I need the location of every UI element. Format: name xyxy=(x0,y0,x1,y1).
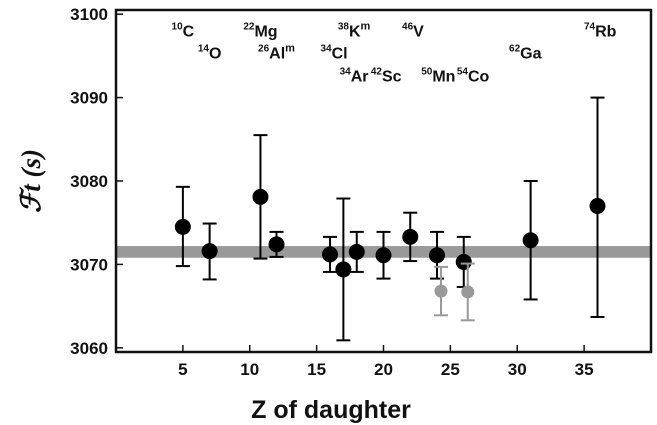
nuclide-symbol: Sc xyxy=(382,69,402,86)
y-axis-title: ℱt (s) xyxy=(16,149,46,213)
data-point xyxy=(460,262,475,322)
x-tick-label: 20 xyxy=(374,360,393,379)
y-tick-label: 3070 xyxy=(70,255,108,274)
nuclide-mass: 42 xyxy=(371,67,383,78)
data-point xyxy=(268,230,285,258)
x-tick-label: 5 xyxy=(178,360,187,379)
nuclide-symbol: Ga xyxy=(520,45,541,62)
nuclide-label: 34Cl xyxy=(320,43,347,62)
data-point xyxy=(429,230,445,280)
nuclide-symbol: Rb xyxy=(595,24,617,41)
nuclide-label: 50Mn xyxy=(421,67,455,86)
nuclide-label: 38Km xyxy=(338,21,371,41)
nuclide-mass: 50 xyxy=(421,67,433,78)
data-point xyxy=(252,134,269,260)
marker-dot xyxy=(335,261,352,278)
data-point xyxy=(348,230,365,273)
nuclide-symbol: Cl xyxy=(332,45,348,62)
x-tick-label: 15 xyxy=(307,360,326,379)
nuclide-mass: 14 xyxy=(198,43,210,54)
marker-dot xyxy=(434,284,448,298)
data-point xyxy=(335,197,352,342)
plot-frame xyxy=(114,8,653,354)
nuclide-symbol: C xyxy=(183,24,195,41)
nuclide-symbol: K xyxy=(349,24,361,41)
data-point xyxy=(434,265,449,317)
data-point xyxy=(322,235,338,273)
nuclide-isomer: m xyxy=(361,21,371,33)
nuclide-mass: 46 xyxy=(402,22,414,33)
marker-dot xyxy=(268,236,285,253)
marker-dot xyxy=(201,243,218,260)
nuclide-mass: 38 xyxy=(338,22,350,33)
nuclide-symbol: Ar xyxy=(351,69,369,86)
marker-dot xyxy=(348,243,365,260)
nuclide-mass: 22 xyxy=(243,22,255,33)
x-axis-title: Z of daughter xyxy=(251,396,411,424)
data-point xyxy=(455,235,472,288)
marker-dot xyxy=(429,247,445,264)
marker-dot xyxy=(589,198,606,215)
marker-dot xyxy=(455,253,472,270)
nuclide-label: 14O xyxy=(198,43,222,62)
nuclide-symbol: V xyxy=(413,24,424,41)
y-tick-label: 3080 xyxy=(70,172,108,191)
nuclide-symbol: Mn xyxy=(432,69,455,86)
marker-dot xyxy=(322,246,338,263)
axes: 5 10 15 20 25 30 35 3060 3070 3080 3090 3100 xyxy=(70,5,593,379)
marker-dot xyxy=(174,218,191,235)
x-tick-label: 30 xyxy=(508,360,527,379)
y-tick-label: 3100 xyxy=(70,5,108,24)
x-tick-label: 10 xyxy=(240,360,259,379)
nuclide-label: 26Alm xyxy=(258,42,295,62)
data-point xyxy=(522,180,539,301)
nuclide-label: 54Co xyxy=(457,67,490,86)
nuclide-symbol: Co xyxy=(468,69,490,86)
data-point xyxy=(375,230,392,280)
nuclide-label: 62Ga xyxy=(509,43,542,62)
nuclide-label: 10C xyxy=(172,22,195,41)
data-point xyxy=(174,185,191,268)
marker-dot xyxy=(461,285,475,299)
nuclide-mass: 74 xyxy=(584,22,596,33)
data-point xyxy=(402,211,419,263)
nuclide-mass: 26 xyxy=(258,43,270,54)
x-tick-label: 35 xyxy=(575,360,594,379)
nuclide-label: 34Ar xyxy=(340,67,369,86)
nuclide-symbol: O xyxy=(209,45,221,62)
nuclide-mass: 10 xyxy=(172,22,184,33)
nuclide-label: 22Mg xyxy=(243,22,277,41)
nuclide-label: 46V xyxy=(402,22,424,41)
nuclide-label: 74Rb xyxy=(584,22,617,41)
nuclide-mass: 34 xyxy=(320,43,332,54)
nuclide-mass: 62 xyxy=(509,43,521,54)
x-tick-label: 25 xyxy=(441,360,460,379)
marker-dot xyxy=(522,232,539,249)
nuclide-label: 42Sc xyxy=(371,67,402,86)
y-tick-label: 3060 xyxy=(70,339,108,358)
data-point xyxy=(589,96,606,318)
nuclide-isomer: m xyxy=(285,42,295,54)
marker-dot xyxy=(375,247,392,264)
marker-dot xyxy=(252,188,269,205)
marker-dot xyxy=(402,228,419,245)
data-point xyxy=(201,222,218,281)
data-marks xyxy=(174,96,606,342)
nuclide-mass: 34 xyxy=(340,67,352,78)
nuclide-symbol: Al xyxy=(269,45,285,62)
nuclide-mass: 54 xyxy=(457,67,469,78)
nuclide-symbol: Mg xyxy=(254,24,277,41)
y-tick-label: 3090 xyxy=(70,89,108,108)
